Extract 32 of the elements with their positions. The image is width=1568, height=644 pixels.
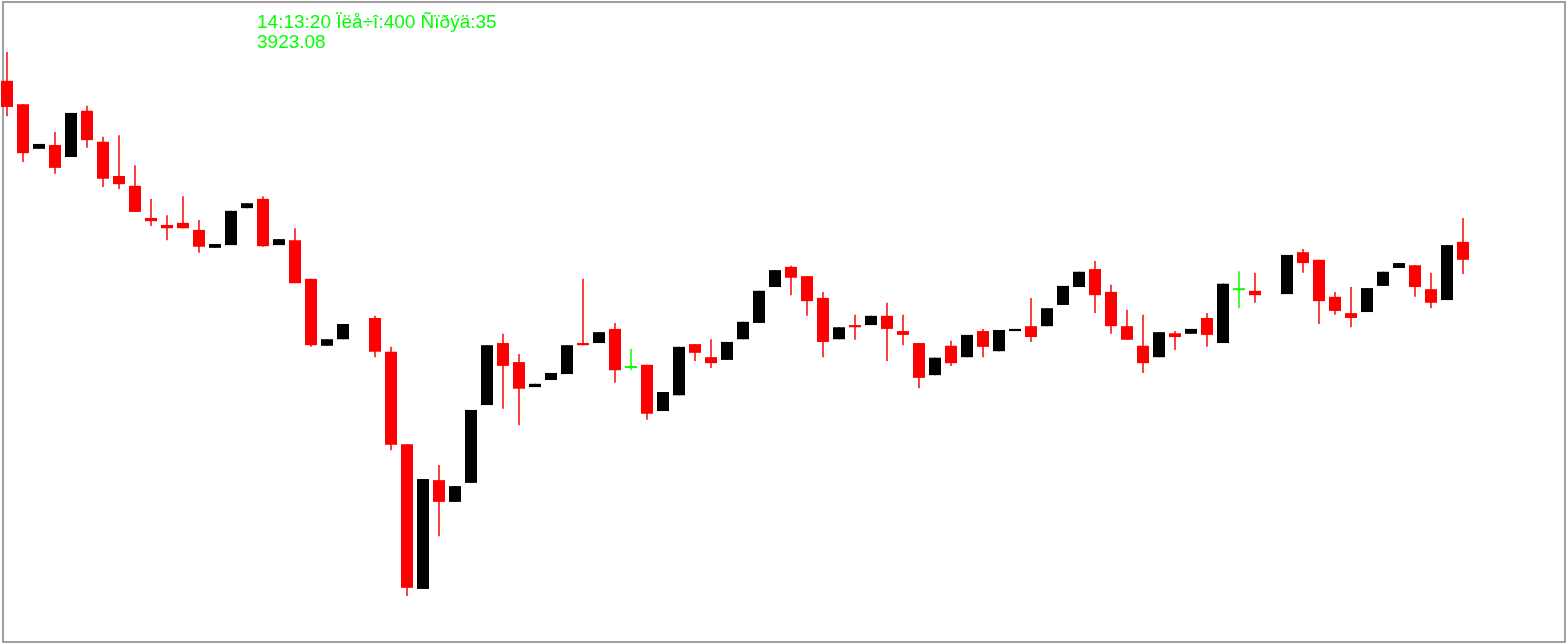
candlestick xyxy=(49,131,61,175)
candlestick xyxy=(1249,272,1261,304)
text: 14:13:20 Ïëå÷î:400 Ñïðýä:35 xyxy=(257,11,497,32)
candlestick xyxy=(1232,270,1246,309)
candlestick xyxy=(849,314,861,341)
annotation: 3923.08 xyxy=(257,31,326,52)
candlestick xyxy=(1169,330,1181,351)
candlestick xyxy=(193,219,205,254)
candlestick xyxy=(1425,272,1437,309)
candlestick xyxy=(161,214,173,241)
candlestick xyxy=(177,195,189,230)
candlestick xyxy=(1409,264,1421,298)
candlestick xyxy=(433,464,445,537)
candlestick xyxy=(897,314,909,346)
candlestick xyxy=(624,348,638,371)
candlestick xyxy=(1201,312,1213,348)
candlestick xyxy=(1329,291,1341,316)
candlestick xyxy=(705,338,717,369)
candlestick xyxy=(945,340,957,367)
candlestick xyxy=(1297,248,1309,274)
candlestick xyxy=(145,198,157,227)
candlestick xyxy=(497,333,509,410)
candlestick xyxy=(785,265,797,296)
candlestick xyxy=(113,134,125,190)
candlestick xyxy=(1137,314,1149,374)
candlestick xyxy=(1345,286,1357,329)
candlestick xyxy=(1025,297,1037,343)
candlestick xyxy=(1121,309,1133,341)
candlestick xyxy=(1457,217,1469,275)
candlestick xyxy=(881,302,893,362)
candlestick xyxy=(977,328,989,358)
candlestick xyxy=(577,278,589,346)
